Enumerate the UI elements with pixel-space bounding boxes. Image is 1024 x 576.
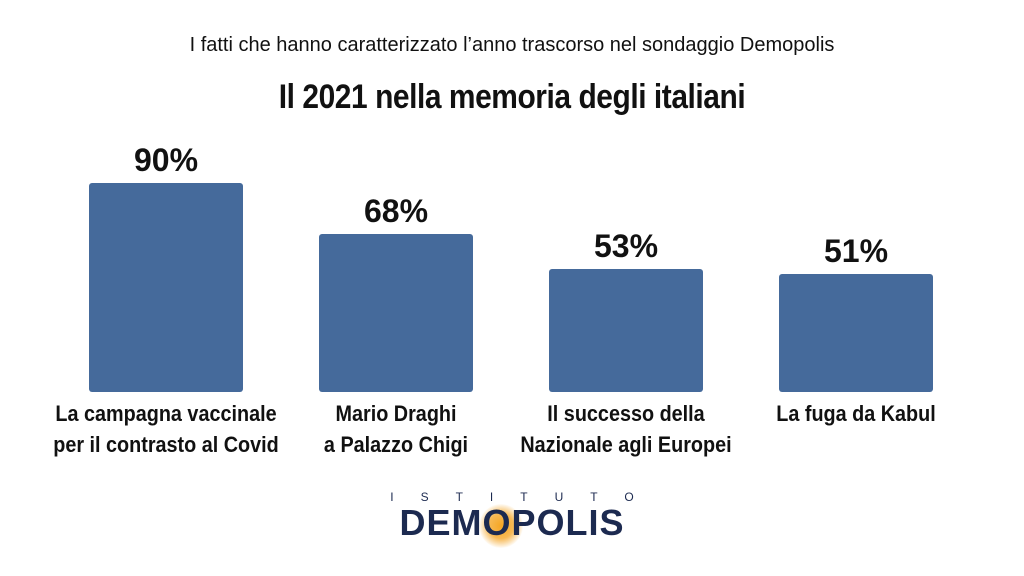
logo-main: DEMOPOLIS — [0, 502, 1024, 548]
category-label-2: Mario Draghi a Palazzo Chigi — [279, 398, 513, 460]
category-label-line: La fuga da Kabul — [776, 401, 936, 426]
logo-main-text: DEMOPOLIS — [399, 502, 625, 543]
bar-3 — [549, 269, 703, 392]
value-label-3: 53% — [593, 228, 659, 264]
category-label-3: Il successo della Nazionale agli Europei — [509, 398, 743, 460]
chart-title: Il 2021 nella memoria degli italiani — [278, 78, 746, 116]
chart-subtitle: I fatti che hanno caratterizzato l’anno … — [189, 34, 835, 56]
category-label-line: La campagna vaccinale — [55, 401, 277, 426]
demopolis-logo: ISTITUTO DEMOPOLIS — [0, 490, 1024, 548]
bar-2 — [319, 234, 473, 392]
category-label-4: La fuga da Kabul — [739, 398, 973, 429]
category-label-line: per il contrasto al Covid — [53, 432, 279, 457]
logo-top-text: ISTITUTO — [390, 490, 661, 504]
bar-1 — [89, 183, 243, 392]
logo-glow-icon — [479, 504, 523, 548]
value-label-4: 51% — [823, 233, 889, 269]
category-label-line: Il successo della — [547, 401, 705, 426]
value-label-1: 90% — [133, 142, 199, 178]
category-label-line: a Palazzo Chigi — [323, 432, 469, 457]
category-label-line: Mario Draghi — [335, 401, 457, 426]
category-label-line: Nazionale agli Europei — [520, 432, 732, 457]
value-label-2: 68% — [363, 193, 429, 229]
category-label-1: La campagna vaccinale per il contrasto al… — [49, 398, 283, 460]
bar-4 — [779, 274, 933, 392]
